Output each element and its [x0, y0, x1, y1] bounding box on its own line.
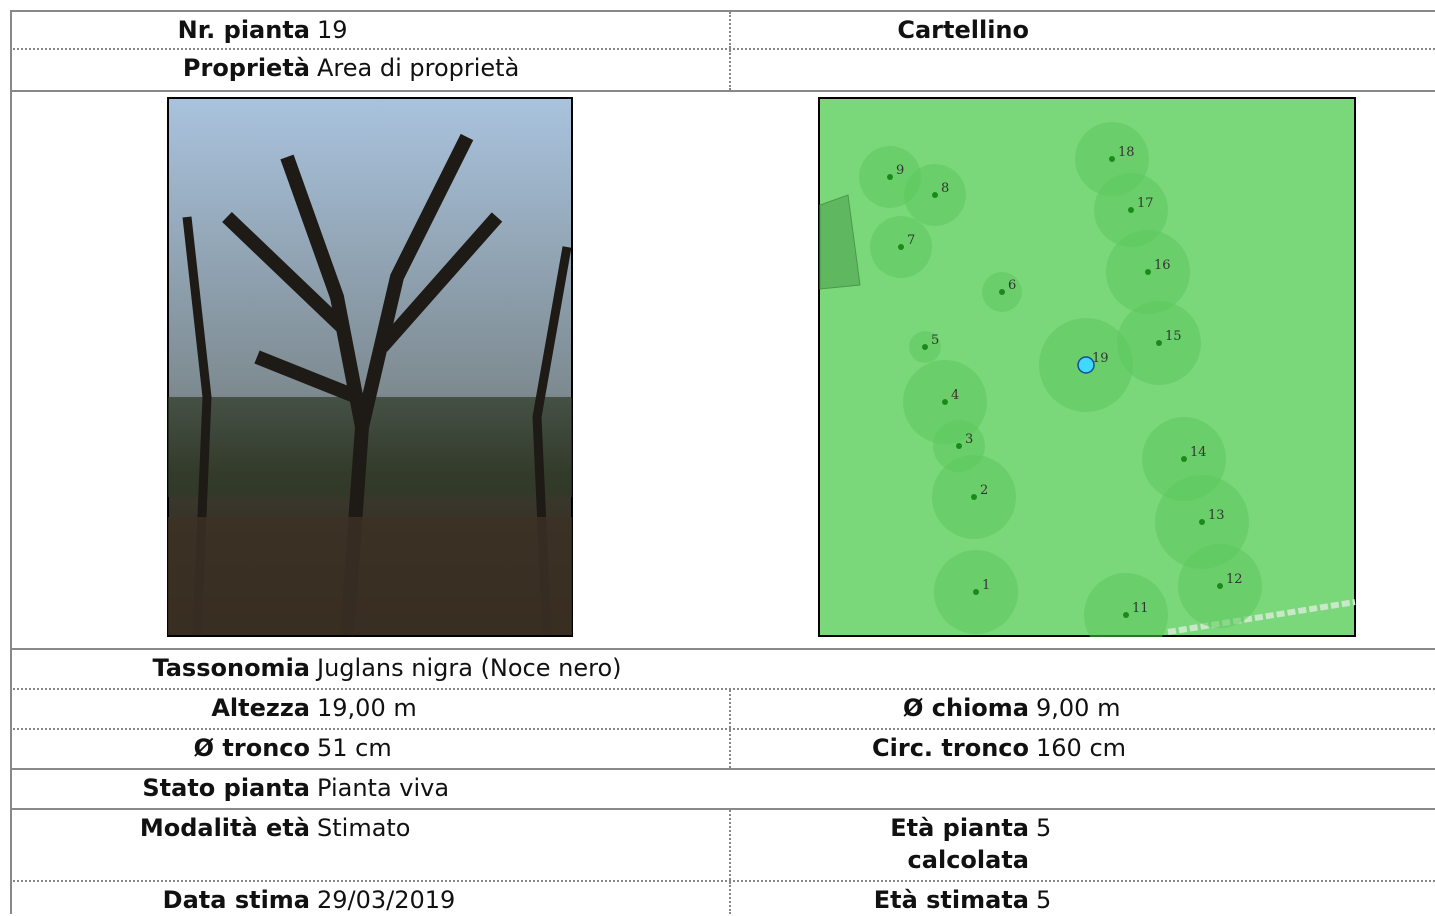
label: Tassonomia — [152, 654, 310, 682]
tree-dot — [1123, 612, 1129, 618]
row: Nr. pianta 19 Cartellino — [10, 10, 1435, 48]
tree-label: 5 — [931, 333, 939, 348]
tree-label: 1 — [982, 578, 990, 593]
label: Età pianta calcolata — [890, 814, 1029, 874]
tree-dot — [887, 174, 893, 180]
tree-dot — [971, 494, 977, 500]
selected-tree — [1077, 356, 1095, 374]
tree-label: 4 — [951, 388, 959, 403]
value: 5 — [1036, 886, 1052, 914]
label: Circ. tronco — [872, 734, 1029, 762]
tree-crown — [1084, 573, 1168, 637]
tree-dot — [1145, 269, 1151, 275]
label: Ø tronco — [193, 734, 310, 762]
value: Area di proprietà — [317, 54, 520, 82]
tree-label: 6 — [1008, 278, 1016, 293]
tree-label: 19 — [1092, 351, 1109, 366]
tree-label: 18 — [1118, 145, 1135, 160]
row: Tassonomia Juglans nigra (Noce nero) — [10, 648, 1435, 688]
tree-label: 13 — [1208, 508, 1225, 523]
tree-label: 14 — [1190, 445, 1207, 460]
label: Data stima — [162, 886, 310, 914]
row: Proprietà Area di proprietà — [10, 48, 1435, 90]
tree-dot — [922, 344, 928, 350]
tree-dot — [1128, 207, 1134, 213]
value: 160 cm — [1036, 734, 1127, 762]
value: Juglans nigra (Noce nero) — [317, 654, 622, 682]
value: 29/03/2019 — [317, 886, 456, 914]
row: Modalità età Stimato Età pianta calcolata… — [10, 808, 1435, 880]
label: Età stimata — [873, 886, 1029, 914]
tree-label: 9 — [896, 163, 904, 178]
value: Pianta viva — [317, 774, 450, 802]
row: Ø tronco 51 cm Circ. tronco 160 cm — [10, 728, 1435, 768]
tree-dot — [898, 244, 904, 250]
tree-dot — [956, 443, 962, 449]
tree-label: 12 — [1226, 572, 1243, 587]
tree-label: 7 — [907, 233, 915, 248]
tree-label: 2 — [980, 483, 988, 498]
row: Stato pianta Pianta viva — [10, 768, 1435, 808]
image-row: 1 2 3 4 5 6 7 8 9 11 12 13 14 15 16 17 18 19 — [10, 90, 1435, 648]
tree-label: 17 — [1137, 196, 1154, 211]
value: Stimato — [317, 814, 411, 842]
row: Altezza 19,00 m Ø chioma 9,00 m — [10, 688, 1435, 728]
photo — [167, 97, 573, 637]
tree-label: 15 — [1165, 329, 1182, 344]
value: 5 — [1036, 814, 1052, 842]
tree-dot — [973, 589, 979, 595]
row: Data stima 29/03/2019 Età stimata 5 — [10, 880, 1435, 914]
value: 19,00 m — [317, 694, 417, 722]
tree-label: 3 — [965, 432, 973, 447]
label: Proprietà — [182, 54, 310, 82]
label: Cartellino — [897, 16, 1029, 44]
tree-dot — [1181, 456, 1187, 462]
tree-label: 16 — [1154, 258, 1171, 273]
tree-label: 8 — [941, 181, 949, 196]
tree-label: 11 — [1132, 601, 1149, 616]
label: Ø chioma — [903, 694, 1029, 722]
label: Modalità età — [139, 814, 310, 842]
tree-dot — [999, 289, 1005, 295]
tree-dot — [1217, 583, 1223, 589]
tree-dot — [1199, 519, 1205, 525]
value: 19 — [317, 16, 348, 44]
value: 9,00 m — [1036, 694, 1121, 722]
tree-dot — [932, 192, 938, 198]
tree-dot — [1156, 340, 1162, 346]
label: Nr. pianta — [177, 16, 310, 44]
tree-dot — [942, 399, 948, 405]
label: Stato pianta — [142, 774, 310, 802]
tree-dot — [1109, 156, 1115, 162]
value: 51 cm — [317, 734, 392, 762]
label: Altezza — [211, 694, 310, 722]
